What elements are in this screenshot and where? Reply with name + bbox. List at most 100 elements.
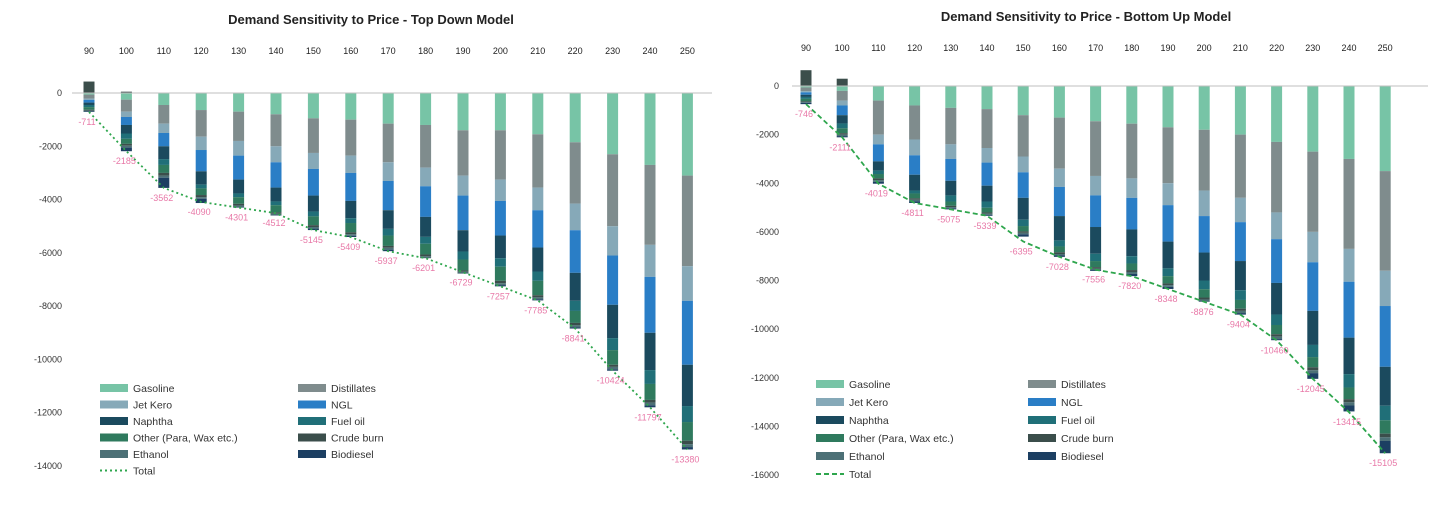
bar-segment-other-para-wax-etc bbox=[644, 383, 656, 400]
bar-segment-ethanol bbox=[532, 297, 544, 300]
legend-swatch-ethanol bbox=[816, 452, 844, 460]
bar-segment-gasoline bbox=[532, 93, 544, 135]
y-tick-label: -10000 bbox=[751, 324, 779, 334]
bar-segment-ngl bbox=[1379, 306, 1391, 367]
bar-segment-crude-burn bbox=[532, 295, 544, 298]
legend-label: NGL bbox=[331, 400, 353, 412]
bar-segment-jet-kero bbox=[981, 147, 993, 163]
bar-segment-crude-burn bbox=[420, 254, 432, 257]
bar-segment-gasoline bbox=[1198, 86, 1210, 130]
bar-segment-gasoline bbox=[681, 93, 693, 176]
bar-segment-fuel-oil bbox=[1162, 268, 1174, 277]
bar-segment-distillates bbox=[981, 109, 993, 148]
data-label: -7257 bbox=[487, 291, 510, 301]
bar-segment-naphtha bbox=[1017, 197, 1029, 220]
bar-segment-ngl bbox=[158, 132, 170, 147]
x-tick-label: 120 bbox=[194, 46, 209, 56]
bar-segment-naphtha bbox=[494, 235, 506, 259]
bar-segment-other-para-wax-etc bbox=[345, 223, 357, 233]
bar-segment-jet-kero bbox=[945, 144, 957, 159]
x-tick-label: 190 bbox=[455, 46, 470, 56]
bar-segment-gasoline bbox=[1017, 86, 1029, 116]
bar-segment-other-para-wax-etc bbox=[382, 235, 394, 246]
bar-segment-other-para-wax-etc bbox=[681, 422, 693, 441]
legend-swatch-naphtha bbox=[100, 417, 128, 425]
bar-segment-gasoline bbox=[270, 93, 282, 115]
bar-segment-gasoline bbox=[1271, 86, 1283, 142]
bar-segment-gasoline bbox=[382, 93, 394, 124]
bar-segment-gasoline bbox=[120, 93, 132, 100]
bar-segment-crude-burn bbox=[1126, 270, 1138, 272]
legend-label: Biodiesel bbox=[1061, 451, 1104, 463]
bar-segment-other-para-wax-etc bbox=[1343, 387, 1355, 400]
data-label: -8876 bbox=[1191, 307, 1214, 317]
y-tick-label: -10000 bbox=[34, 354, 62, 364]
bar-segment-other-para-wax-etc bbox=[494, 266, 506, 281]
bar-segment-jet-kero bbox=[909, 139, 921, 156]
total-line bbox=[805, 103, 1386, 454]
legend-swatch-crude-burn bbox=[298, 433, 326, 442]
bar-segment-jet-kero bbox=[1090, 175, 1102, 196]
bar-segment-distillates bbox=[1307, 151, 1319, 232]
bar-segment-gasoline bbox=[800, 86, 812, 88]
bar-segment-jet-kero bbox=[836, 100, 848, 106]
bar-segment-gasoline bbox=[872, 86, 884, 101]
legend-swatch-fuel-oil bbox=[1028, 416, 1056, 424]
bar-segment-distillates bbox=[607, 154, 619, 227]
bar-segment-ethanol bbox=[1198, 299, 1210, 302]
bar-segment-crude-burn bbox=[909, 198, 921, 200]
bar-segment-ngl bbox=[120, 116, 132, 125]
legend-swatch-other-para-wax-etc bbox=[100, 433, 128, 442]
bar-segment-ethanol bbox=[800, 102, 812, 103]
bar-segment-ethanol bbox=[494, 283, 506, 286]
bar-segment-fuel-oil bbox=[1126, 256, 1138, 264]
bar-segment-biodiesel bbox=[532, 299, 544, 301]
legend-swatch-distillates bbox=[1028, 380, 1056, 388]
bar-segment-ngl bbox=[1126, 197, 1138, 230]
x-tick-label: 230 bbox=[605, 46, 620, 56]
bar-segment-gasoline bbox=[909, 86, 921, 106]
x-tick-label: 200 bbox=[1197, 43, 1212, 53]
bar-segment-distillates bbox=[345, 119, 357, 156]
bar-segment-crude-burn bbox=[945, 205, 957, 208]
bar-segment-crude-burn bbox=[872, 178, 884, 181]
bar-segment-naphtha bbox=[945, 180, 957, 196]
bar-segment-other-para-wax-etc bbox=[195, 188, 207, 196]
data-label: -2111 bbox=[829, 142, 851, 152]
bar-segment-other-para-wax-etc bbox=[457, 259, 469, 271]
bar-segment-positive bbox=[800, 70, 812, 86]
bar-segment-biodiesel bbox=[1126, 273, 1138, 277]
bar-segment-positive bbox=[120, 91, 132, 93]
bar-segment-ethanol bbox=[836, 134, 848, 137]
bar-segment-other-para-wax-etc bbox=[800, 98, 812, 102]
bar-segment-fuel-oil bbox=[607, 338, 619, 351]
bar-segment-fuel-oil bbox=[945, 195, 957, 202]
data-label: -5339 bbox=[973, 221, 996, 231]
bar-segment-gasoline bbox=[83, 93, 95, 95]
bar-segment-naphtha bbox=[83, 102, 95, 105]
bar-segment-distillates bbox=[1198, 129, 1210, 191]
legend-label: Fuel oil bbox=[331, 416, 365, 428]
bar-segment-crude-burn bbox=[382, 245, 394, 248]
bar-segment-fuel-oil bbox=[270, 201, 282, 206]
bar-segment-naphtha bbox=[1090, 227, 1102, 254]
bar-segment-ngl bbox=[195, 150, 207, 172]
data-label: -10424 bbox=[597, 376, 625, 386]
bar-segment-other-para-wax-etc bbox=[83, 107, 95, 110]
bar-segment-other-para-wax-etc bbox=[120, 138, 132, 144]
bar-segment-ngl bbox=[909, 155, 921, 175]
bar-segment-biodiesel bbox=[1162, 286, 1174, 289]
bar-segment-ethanol bbox=[644, 402, 656, 406]
legend-swatch-ngl bbox=[1028, 398, 1056, 406]
data-label: -4019 bbox=[865, 189, 888, 199]
bar-segment-naphtha bbox=[158, 146, 170, 160]
bar-segment-jet-kero bbox=[457, 175, 469, 196]
bar-segment-ngl bbox=[607, 255, 619, 305]
bar-segment-ethanol bbox=[1379, 437, 1391, 441]
bar-segment-biodiesel bbox=[233, 207, 245, 208]
x-tick-label: 200 bbox=[493, 46, 508, 56]
legend-swatch-biodiesel bbox=[298, 450, 326, 458]
bar-segment-ngl bbox=[1234, 222, 1246, 262]
bar-segment-other-para-wax-etc bbox=[1126, 263, 1138, 271]
bar-segment-biodiesel bbox=[1343, 405, 1355, 412]
